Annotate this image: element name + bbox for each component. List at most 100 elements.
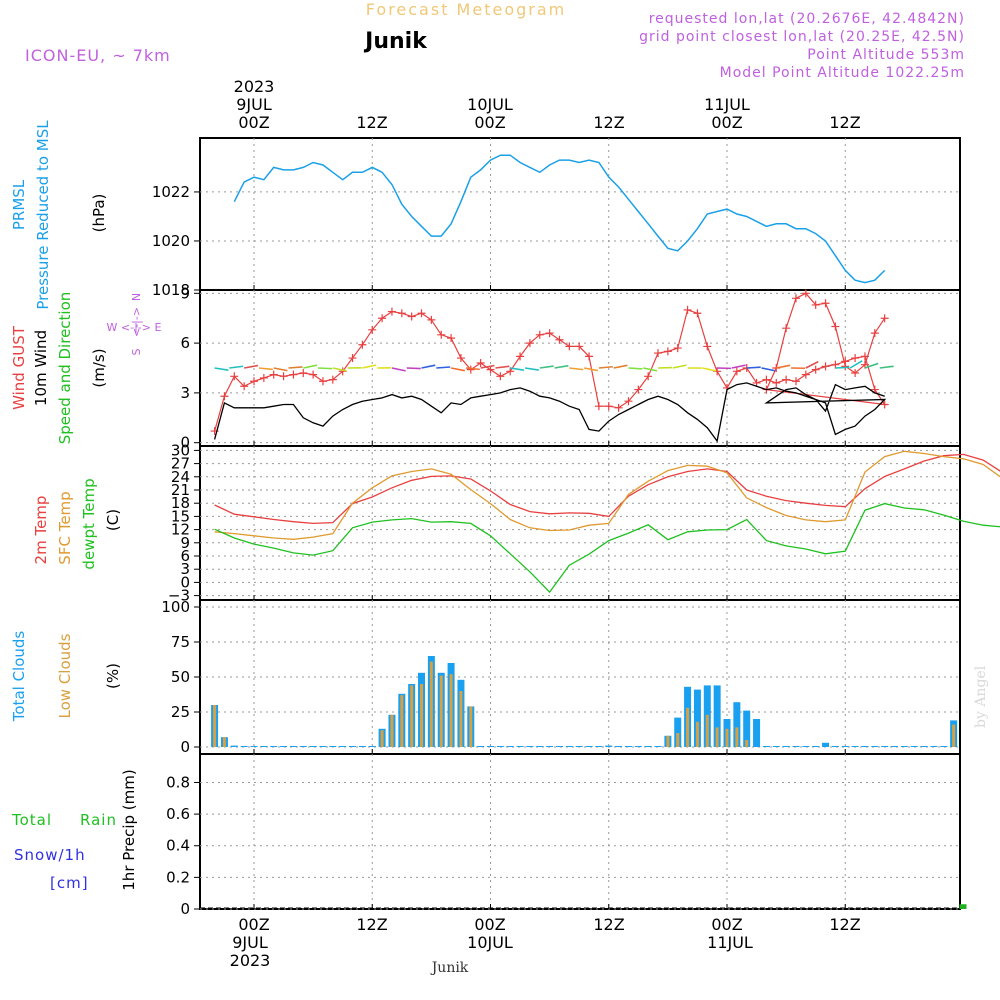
total-cloud-bar [477, 746, 485, 747]
wind-arrow [746, 366, 761, 369]
model-altitude: Model Point Altitude 1022.25m [720, 65, 965, 81]
total-cloud-bar [555, 746, 563, 747]
low-cloud-bar [439, 675, 443, 747]
y-tick-label: 15 [171, 507, 190, 525]
total-cloud-bar [822, 742, 830, 747]
low-cloud-bar [695, 721, 699, 747]
gust-marker [801, 289, 810, 298]
label-hpa: (hPa) [90, 194, 108, 233]
y-tick-label: 0.8 [166, 773, 190, 791]
requested-coords: requested lon,lat (20.2676E, 42.4842N) [649, 11, 965, 27]
total-cloud-bar [546, 746, 554, 747]
y-tick-label: 3 [180, 384, 190, 402]
label-pressure-msl: Pressure Reduced to MSL [34, 120, 52, 310]
bottom-tick-label-6: 12Z [829, 915, 860, 934]
wind-arrow [332, 367, 347, 372]
label-10m-wind: 10m Wind [32, 330, 50, 406]
bottom-time-axis: 00Z 12Z 00Z 12Z 00Z 12Z 9JUL 10JUL 11JUL… [230, 915, 861, 976]
gust-marker [880, 314, 889, 323]
gust-marker [555, 335, 564, 344]
y-tick-label: 1018 [152, 281, 190, 299]
y-tick-label: 0 [180, 434, 190, 452]
wind-arrow [761, 367, 776, 372]
wind-arrow [214, 367, 229, 371]
compass-s: S [130, 348, 143, 355]
gust-marker [644, 372, 653, 381]
total-cloud-bar [319, 746, 327, 747]
top-time-axis: 2023 9JUL 10JUL 11JUL 00Z 12Z 00Z 12Z 00… [234, 77, 861, 132]
wind-arrow [362, 364, 377, 369]
gust-marker [683, 305, 692, 314]
y-tick-label: 18 [171, 494, 190, 512]
temp-2m-line [214, 453, 1000, 525]
wind-arrow [524, 367, 539, 371]
gust-marker [703, 342, 712, 351]
panel-frame [199, 753, 961, 910]
total-cloud-bar [772, 746, 780, 747]
total-cloud-bar [654, 746, 662, 747]
total-cloud-bar [713, 685, 721, 747]
top-tick-label-6: 12Z [829, 113, 860, 132]
total-cloud-bar [920, 746, 928, 747]
top-tick-label-5: 00Z [711, 113, 742, 132]
total-cloud-bar [792, 746, 800, 747]
total-cloud-bar [802, 746, 810, 747]
clouds-panel: 0 25 50 75 100 [161, 598, 961, 756]
low-cloud-bar [390, 714, 394, 747]
gust-marker [476, 359, 485, 368]
total-cloud-bar [516, 746, 524, 747]
wind-arrow [702, 367, 717, 372]
total-cloud-bar [624, 746, 632, 747]
low-cloud-bar [735, 727, 739, 747]
gust-marker [328, 375, 337, 384]
gust-marker [831, 322, 840, 331]
total-cloud-bar [595, 746, 603, 747]
wind-arrow [598, 365, 613, 369]
gust-marker [851, 368, 860, 377]
y-tick-label: 0.2 [166, 868, 190, 886]
total-cloud-bar [851, 746, 859, 747]
label-ms: (m/s) [90, 348, 108, 387]
label-total: Total [11, 811, 52, 829]
gust-marker [230, 372, 239, 381]
bottom-tick-label-3: 00Z [474, 915, 505, 934]
low-cloud-bar [686, 707, 690, 747]
bottom-tick-label-4: 12Z [593, 915, 624, 934]
total-cloud-bar [693, 689, 701, 747]
wind-arrow [288, 366, 303, 369]
label-2m-temp: 2m Temp [32, 496, 50, 565]
gridpoint-coords: grid point closest lon,lat (20.25E, 42.5… [639, 29, 965, 45]
gust-marker [663, 347, 672, 356]
low-cloud-bar [213, 705, 217, 747]
total-cloud-bar [753, 719, 761, 747]
y-tick-label: 21 [171, 481, 190, 499]
wind-arrow [569, 367, 584, 371]
panel-labels: PRMSL Pressure Reduced to MSL (hPa) Wind… [10, 120, 161, 892]
total-cloud-bar [871, 746, 879, 747]
gust-marker [299, 368, 308, 377]
wind-arrow [583, 367, 599, 372]
gust-marker [821, 299, 830, 308]
station-title: Junik [363, 29, 428, 54]
low-cloud-bar [745, 740, 749, 747]
top-day-label-3: 11JUL [704, 95, 750, 114]
total-cloud-bar [368, 746, 376, 747]
label-wind-gust: Wind GUST [10, 325, 28, 410]
y-tick-label: 6 [180, 547, 190, 565]
total-cloud-bar [339, 746, 347, 747]
top-tick-label-2: 12Z [356, 113, 387, 132]
wind-arrow [406, 367, 421, 370]
total-cloud-bar [812, 746, 820, 747]
wind-arrow [776, 364, 791, 369]
gust-marker [614, 403, 623, 412]
gust-marker [456, 354, 465, 363]
low-cloud-bar [420, 684, 424, 747]
gust-marker [545, 329, 554, 338]
y-tick-label: 27 [171, 455, 190, 473]
low-cloud-bar [449, 674, 453, 747]
wind-arrow [864, 362, 879, 369]
precip-panel: 0 0.2 0.4 0.6 0.8 [166, 753, 967, 918]
bottom-year-label: 2023 [230, 951, 271, 970]
